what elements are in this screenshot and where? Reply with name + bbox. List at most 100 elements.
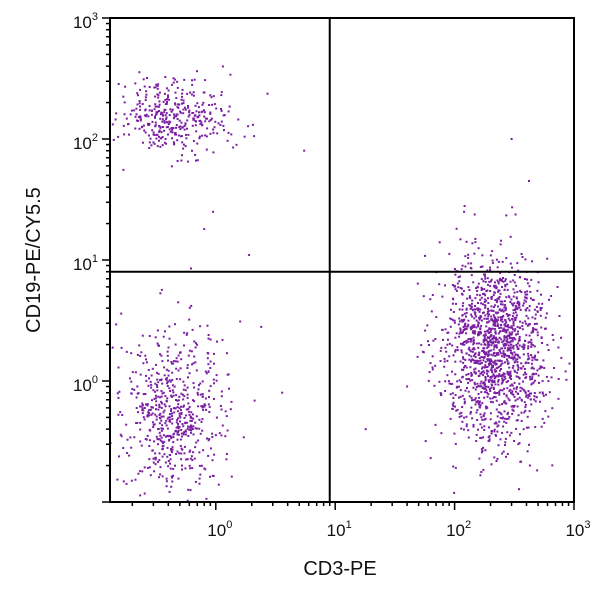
data-point [534, 317, 537, 320]
data-point [533, 345, 536, 348]
data-point [151, 109, 153, 112]
data-point [470, 313, 473, 316]
data-point [467, 381, 469, 384]
data-point [213, 397, 215, 400]
data-point [541, 392, 544, 395]
data-point [187, 133, 190, 136]
data-point [473, 342, 476, 345]
data-point [489, 269, 492, 271]
data-point [456, 349, 459, 352]
data-point [503, 336, 506, 339]
data-point [472, 386, 475, 389]
data-point [223, 129, 225, 132]
data-point [501, 320, 504, 323]
data-point [511, 346, 514, 349]
data-point [175, 124, 178, 126]
data-point [500, 347, 503, 350]
data-point [173, 411, 176, 414]
data-point [483, 337, 486, 340]
data-point [168, 379, 171, 382]
data-point [484, 273, 486, 276]
data-point [455, 289, 458, 292]
data-point [162, 114, 164, 117]
data-point [511, 353, 514, 356]
data-point [493, 345, 496, 348]
data-point [438, 241, 441, 244]
data-point [177, 399, 180, 402]
data-point [459, 327, 462, 330]
data-point [431, 366, 434, 369]
data-point [439, 392, 442, 395]
data-point [189, 489, 192, 492]
data-point [522, 365, 525, 368]
data-point [513, 440, 516, 442]
data-point [519, 308, 522, 311]
data-point [527, 323, 530, 326]
data-point [156, 438, 159, 441]
data-point [183, 395, 186, 398]
data-point [152, 426, 155, 428]
data-point [502, 372, 505, 375]
data-point [188, 111, 191, 114]
data-point [130, 392, 133, 395]
data-point [532, 367, 535, 370]
data-point [514, 328, 517, 331]
data-point [155, 394, 157, 397]
data-point [478, 294, 481, 297]
data-point [182, 405, 185, 408]
data-point [483, 425, 486, 428]
data-point [158, 416, 161, 419]
data-point [474, 313, 477, 316]
data-point [168, 387, 171, 390]
data-point [253, 135, 256, 138]
data-point [160, 440, 163, 443]
data-point [173, 78, 176, 81]
data-point [489, 285, 492, 288]
data-point [479, 308, 482, 311]
data-point [485, 325, 488, 328]
data-point [199, 432, 202, 435]
data-point [495, 408, 498, 411]
data-point [525, 296, 528, 299]
data-point [533, 398, 536, 401]
data-point [171, 476, 174, 479]
data-point [177, 477, 180, 480]
data-point [460, 268, 463, 271]
data-point [536, 331, 539, 334]
data-point [438, 283, 441, 286]
data-point [520, 253, 523, 255]
data-point [195, 427, 198, 430]
data-point [144, 108, 147, 111]
data-point [145, 403, 147, 406]
data-point [125, 482, 128, 485]
data-point [499, 279, 502, 282]
data-point [161, 455, 164, 458]
data-point [501, 260, 504, 263]
data-point [488, 379, 491, 382]
data-point [172, 467, 175, 470]
data-point [547, 415, 550, 418]
data-point [165, 480, 168, 483]
data-point [524, 320, 527, 323]
data-point [514, 399, 517, 402]
data-point [482, 374, 485, 377]
data-point [477, 309, 480, 312]
data-point [523, 411, 526, 414]
data-point [188, 450, 191, 453]
data-point [184, 145, 187, 148]
data-point [488, 438, 491, 441]
data-point [508, 376, 511, 379]
data-point [488, 313, 491, 316]
data-point [495, 460, 498, 462]
data-point [530, 403, 533, 406]
data-point [473, 354, 475, 357]
data-point [494, 299, 497, 301]
data-point [494, 362, 497, 365]
data-point [514, 390, 517, 393]
data-point [196, 159, 199, 162]
data-point [497, 311, 500, 314]
data-point [453, 491, 456, 494]
data-point [511, 337, 514, 340]
data-point [478, 318, 481, 321]
data-point [199, 473, 202, 476]
